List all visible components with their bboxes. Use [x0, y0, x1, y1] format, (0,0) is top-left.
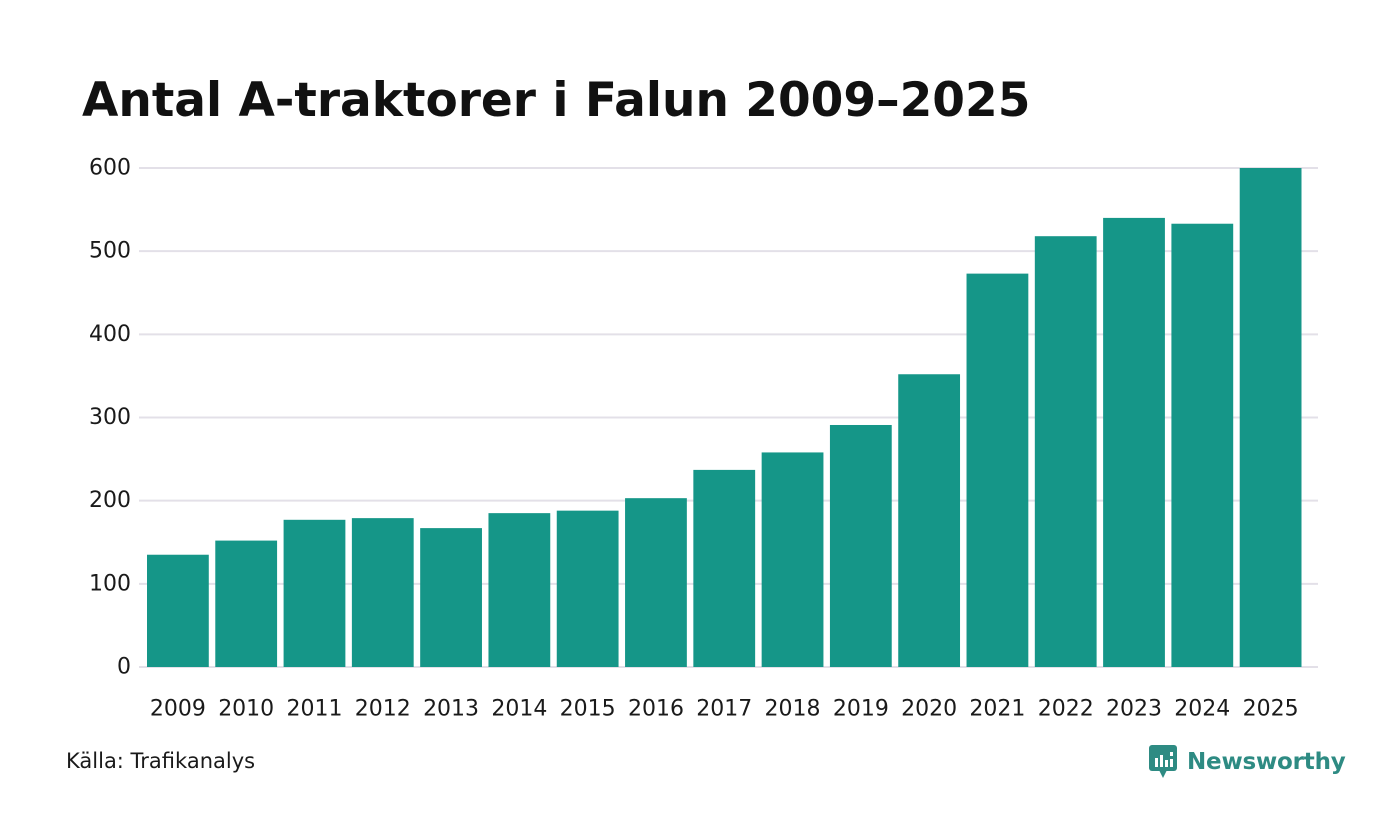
bar-2019[interactable] — [829, 424, 892, 667]
x-axis-tick-labels: 2009 2010 2011 2012 2013 2014 2015 2016 2017 2018… — [150, 697, 1299, 722]
x-tick-label: 2024 — [1174, 697, 1230, 722]
x-tick-label: 2009 — [150, 697, 206, 722]
x-tick-label: 2025 — [1243, 697, 1299, 722]
y-tick-label: 300 — [89, 405, 131, 430]
x-tick-label: 2014 — [491, 697, 547, 722]
bar-2012[interactable] — [351, 518, 414, 667]
bars — [147, 168, 1302, 667]
bar-2010[interactable] — [215, 540, 278, 667]
bar-2023[interactable] — [1103, 217, 1165, 667]
x-tick-label: 2013 — [423, 697, 479, 722]
x-tick-label: 2015 — [560, 697, 616, 722]
x-tick-label: 2010 — [218, 697, 274, 722]
bar-2009[interactable] — [147, 554, 209, 667]
x-tick-label: 2018 — [765, 697, 821, 722]
bar-2021[interactable] — [966, 273, 1029, 667]
y-tick-label: 100 — [89, 571, 131, 596]
y-tick-label: 200 — [89, 488, 131, 513]
x-tick-label: 2021 — [969, 697, 1025, 722]
bar-2024[interactable] — [1171, 223, 1234, 667]
x-tick-label: 2012 — [355, 697, 411, 722]
x-tick-label: 2017 — [696, 697, 752, 722]
bar-2020[interactable] — [898, 374, 961, 667]
bar-2022[interactable] — [1034, 236, 1097, 667]
y-tick-label: 500 — [89, 239, 131, 264]
bar-2014[interactable] — [488, 513, 551, 667]
x-tick-label: 2022 — [1038, 697, 1094, 722]
bar-2017[interactable] — [693, 469, 756, 667]
x-tick-label: 2016 — [628, 697, 684, 722]
newsworthy-logo-icon — [1149, 745, 1177, 778]
brand-name: Newsworthy — [1187, 749, 1346, 775]
x-tick-label: 2011 — [286, 697, 342, 722]
bar-2013[interactable] — [420, 528, 482, 667]
source-note: Källa: Trafikanalys — [66, 749, 256, 773]
x-tick-label: 2019 — [833, 697, 889, 722]
chart-title: Antal A-traktorer i Falun 2009–2025 — [82, 73, 1031, 128]
y-tick-label: 600 — [89, 156, 131, 181]
y-tick-label: 0 — [117, 655, 131, 680]
bar-2011[interactable] — [283, 519, 346, 667]
brand-logo[interactable]: Newsworthy — [1148, 744, 1346, 780]
y-tick-label: 400 — [89, 322, 131, 347]
bar-2018[interactable] — [761, 452, 824, 667]
x-tick-label: 2020 — [901, 697, 957, 722]
x-tick-label: 2023 — [1106, 697, 1162, 722]
bar-2016[interactable] — [625, 498, 687, 667]
bar-2025[interactable] — [1239, 168, 1302, 667]
y-axis-tick-labels: 0 100 200 300 400 500 600 — [89, 156, 131, 680]
bar-2015[interactable] — [556, 510, 619, 667]
